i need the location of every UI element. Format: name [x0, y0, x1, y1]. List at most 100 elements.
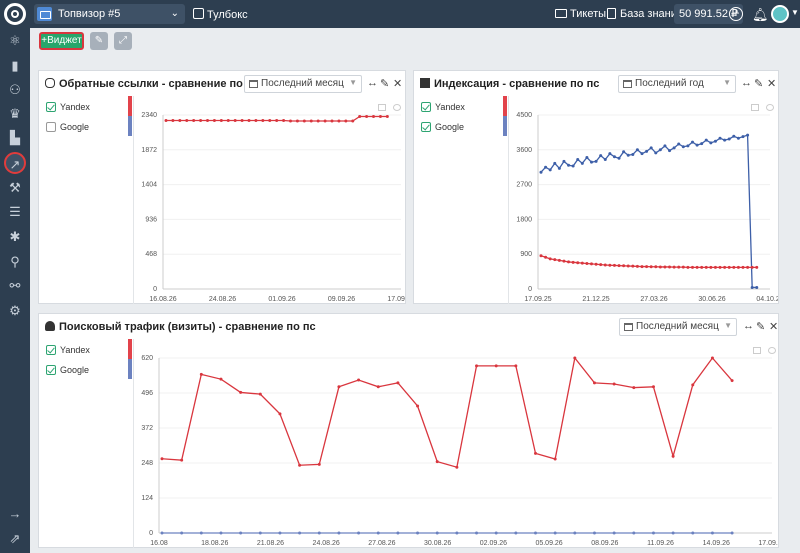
hide-icon[interactable] [766, 104, 774, 111]
checkbox[interactable] [46, 365, 56, 375]
legend-item-yandex[interactable]: Yandex [46, 345, 90, 359]
period-value: Последний месяц [261, 78, 344, 89]
data-point [649, 146, 653, 150]
data-point [580, 261, 584, 265]
sitemap-icon[interactable]: ⚯ [9, 278, 21, 293]
link-icon [45, 78, 55, 88]
add-funds-icon[interactable]: + [729, 7, 743, 21]
analytics-icon[interactable]: ▮ [11, 58, 19, 73]
x-tick-label: 05.09.26 [535, 540, 562, 547]
data-point [723, 265, 727, 269]
data-point [206, 119, 210, 123]
checkbox[interactable] [46, 122, 56, 132]
data-point [357, 378, 361, 382]
legend-item-yandex[interactable]: Yandex [421, 102, 465, 116]
close-icon[interactable]: ✕ [769, 321, 779, 333]
logo-icon[interactable] [4, 3, 26, 25]
pin-icon[interactable]: ✎ [380, 78, 390, 90]
arrow-right-icon[interactable]: → [8, 506, 22, 521]
period-select[interactable]: Последний месяц ▼ [619, 318, 737, 336]
add-widget-button[interactable]: +Виджет [39, 32, 84, 50]
calendar-icon [249, 80, 258, 88]
y-tick-label: 2700 [516, 182, 532, 189]
data-point [160, 457, 164, 461]
period-select[interactable]: Последний месяц ▼ [244, 75, 362, 93]
legend-item-yandex[interactable]: Yandex [46, 102, 90, 116]
data-point [317, 531, 321, 535]
comparison-icon[interactable]: ↗ [4, 152, 26, 174]
project-selector[interactable]: Топвизор #5 ⌄ [34, 4, 185, 24]
pin-icon[interactable]: ✎ [756, 321, 766, 333]
bug-icon[interactable]: ✱ [9, 229, 21, 244]
data-point [645, 265, 649, 269]
period-select[interactable]: Последний год ▼ [618, 75, 736, 93]
data-point [741, 135, 745, 139]
data-point [622, 150, 626, 154]
competitors-icon[interactable]: ⚇ [9, 82, 21, 97]
y-tick-label: 496 [141, 390, 153, 397]
data-point [632, 386, 636, 390]
checkbox[interactable] [421, 102, 431, 112]
data-point [663, 144, 667, 148]
export-icon[interactable] [753, 347, 761, 354]
avatar[interactable] [771, 5, 789, 23]
expand-icon[interactable]: ⤢ [114, 32, 132, 50]
data-point [671, 454, 675, 458]
data-point [494, 531, 498, 535]
bell-icon[interactable]: 🔔︎ [752, 7, 769, 22]
legend-item-google[interactable]: Google [46, 122, 89, 136]
export-icon[interactable] [378, 104, 386, 111]
pin-icon[interactable]: ✎ [754, 78, 764, 90]
data-point [631, 152, 635, 156]
series-line-yandex [161, 356, 733, 469]
projects-icon[interactable]: ⚛ [9, 33, 21, 48]
y-tick-label: 468 [145, 251, 157, 258]
positions-icon[interactable]: ▙ [10, 130, 20, 145]
data-point [494, 364, 498, 368]
data-point [544, 165, 548, 169]
knowledge-base-link[interactable]: База знаний [607, 8, 683, 20]
chevron-down-icon[interactable]: ▼ [791, 8, 799, 17]
edit-icon[interactable]: ✎ [90, 32, 108, 50]
x-tick-label: 30.08.26 [424, 540, 451, 547]
export-icon[interactable] [751, 104, 759, 111]
checkbox[interactable] [46, 345, 56, 355]
chart-search-traffic: 620 496 372 248 124 0 16.08 18.08.26 21.08.26 24.… [141, 355, 778, 547]
data-point [649, 265, 653, 269]
y-tick-label: 1404 [141, 182, 157, 189]
checkbox[interactable] [46, 102, 56, 112]
chevron-down-icon: ▼ [724, 321, 732, 330]
balance-badge[interactable]: 50 991.52 ₽ [674, 4, 743, 24]
settings-icon[interactable]: ⚙ [9, 303, 21, 318]
y-tick-label: 0 [528, 286, 532, 293]
resize-icon[interactable]: ↔ [367, 77, 378, 89]
external-link-icon[interactable]: ⇗ [9, 531, 21, 546]
legend-item-google[interactable]: Google [421, 122, 464, 136]
period-value: Последний год [635, 78, 704, 89]
data-point [686, 265, 690, 269]
reports-icon[interactable]: ☰ [9, 204, 21, 219]
resize-icon[interactable]: ↔ [741, 77, 752, 89]
data-point [736, 136, 740, 140]
hide-icon[interactable] [393, 104, 401, 111]
close-icon[interactable]: ✕ [393, 78, 403, 90]
trophy-icon[interactable]: ♛ [9, 106, 21, 121]
y-tick-label: 936 [145, 216, 157, 223]
legend-label: Yandex [435, 102, 465, 112]
data-point [282, 119, 286, 123]
tickets-link[interactable]: Тикеты [555, 8, 606, 20]
resize-icon[interactable]: ↔ [743, 320, 754, 332]
close-icon[interactable]: ✕ [767, 78, 777, 90]
checkbox[interactable] [421, 122, 431, 132]
hide-icon[interactable] [768, 347, 776, 354]
data-point [594, 262, 598, 266]
chart-backlinks: 2340 1872 1404 936 468 0 16.08.26 24.08.26 01.09… [141, 112, 405, 303]
toolbox-link[interactable]: Тулбокс [193, 8, 248, 21]
data-point [376, 531, 380, 535]
legend-item-google[interactable]: Google [46, 365, 89, 379]
leaf-icon[interactable]: ⚲ [10, 254, 20, 269]
data-point [654, 151, 658, 155]
data-point [663, 265, 667, 269]
data-point [608, 152, 612, 156]
tools-icon[interactable]: ⚒ [9, 180, 21, 195]
